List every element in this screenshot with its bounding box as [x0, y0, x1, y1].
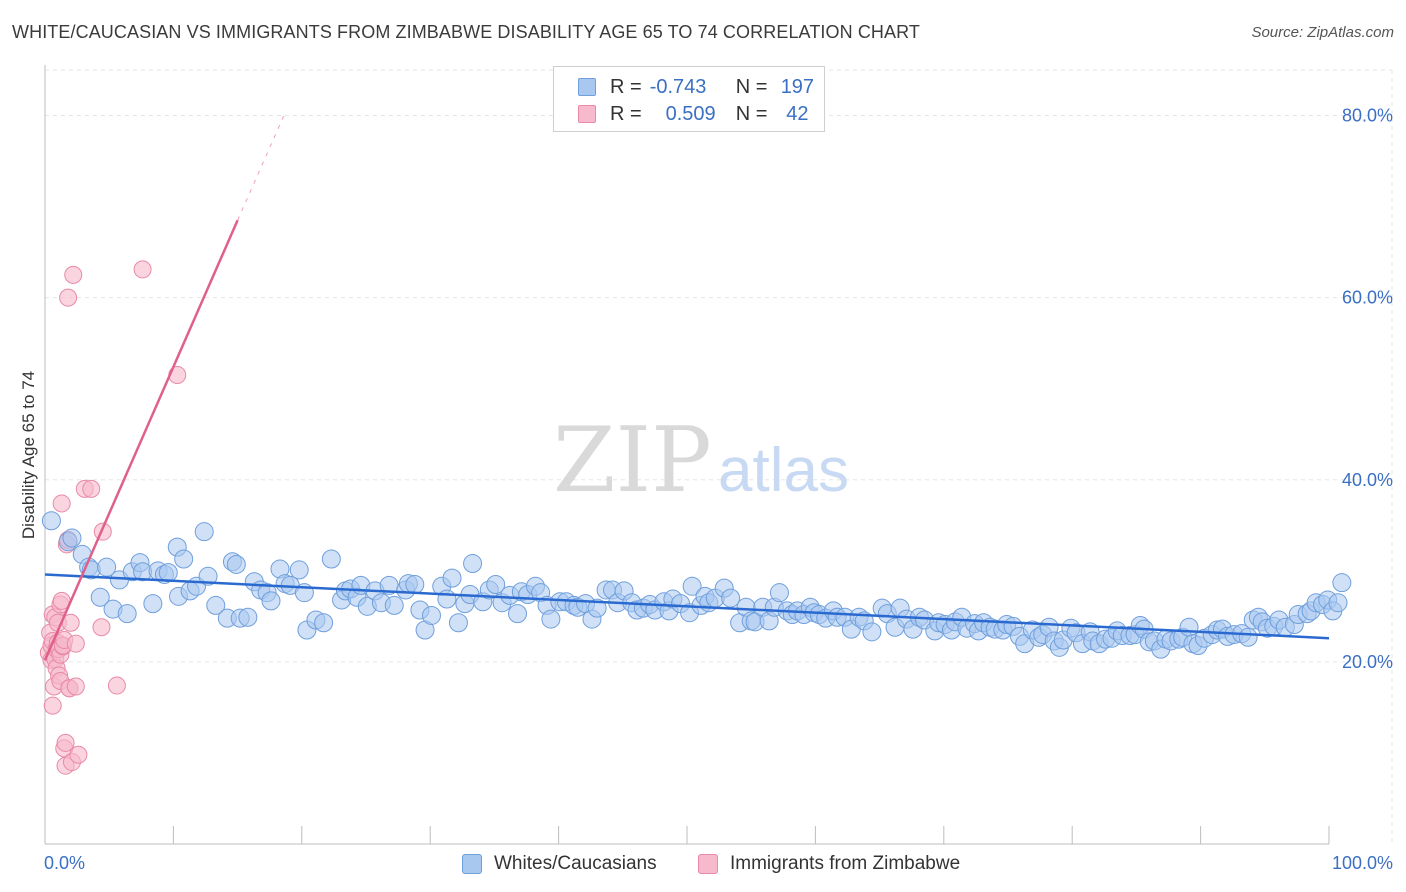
data-point-whites: [62, 528, 82, 548]
x-tick-label: 100.0%: [1332, 853, 1393, 873]
bottom-legend-swatch-zimbabwe: [698, 854, 718, 874]
data-point-whites: [384, 595, 404, 615]
bottom-legend-label-zimbabwe: Immigrants from Zimbabwe: [730, 853, 961, 874]
data-point-whites: [421, 605, 441, 625]
y-tick-label: 80.0%: [1342, 106, 1393, 126]
data-point-zimbabwe: [82, 479, 101, 498]
data-point-whites: [238, 607, 258, 627]
data-point-whites: [1332, 573, 1352, 593]
bottom-legend-zimbabwe: Immigrants from Zimbabwe: [698, 852, 960, 876]
chart-title: WHITE/CAUCASIAN VS IMMIGRANTS FROM ZIMBA…: [12, 22, 920, 42]
gridlines: [45, 69, 1393, 844]
y-axis-title: Disability Age 65 to 74: [19, 371, 38, 539]
data-point-whites: [194, 522, 214, 542]
legend-n-label: N =: [735, 75, 768, 98]
data-point-whites: [90, 587, 110, 607]
data-point-whites: [206, 595, 226, 615]
data-point-whites: [405, 574, 425, 594]
data-point-whites: [289, 560, 309, 580]
data-point-whites: [486, 574, 506, 594]
axes: [44, 65, 1330, 845]
data-point-whites: [541, 609, 561, 629]
data-point-whites: [226, 554, 246, 574]
legend-r-label: R =: [610, 75, 642, 98]
tick-labels: 20.0% 40.0% 60.0% 80.0% 0.0% 100.0%: [44, 106, 1393, 873]
data-point-zimbabwe: [92, 618, 111, 637]
data-point-whites: [321, 549, 341, 569]
series-zimbabwe-points: [39, 260, 187, 775]
legend-n-value: 197: [780, 75, 815, 98]
data-point-zimbabwe: [43, 696, 62, 715]
y-tick-label: 60.0%: [1342, 288, 1393, 308]
data-point-zimbabwe: [66, 677, 85, 696]
data-point-zimbabwe: [69, 745, 88, 764]
data-point-whites: [143, 594, 163, 614]
bottom-legend-whites: Whites/Caucasians: [462, 852, 657, 876]
legend-swatch-zimbabwe: [578, 105, 596, 123]
watermark-atlas: atlas: [718, 436, 849, 505]
data-point-whites: [448, 613, 468, 633]
legend-row-whites: R = -0.743 N = 197: [578, 75, 819, 99]
data-point-whites: [1238, 627, 1258, 647]
trendline-zimbabwe: [43, 219, 239, 661]
bottom-legend-swatch-whites: [462, 854, 482, 874]
data-point-whites: [97, 557, 117, 577]
bottom-legend-label-whites: Whites/Caucasians: [494, 853, 657, 874]
data-point-whites: [442, 568, 462, 588]
series-whites-points: [41, 511, 1352, 659]
trendlines: [43, 112, 1330, 661]
legend-r-value: -0.743: [649, 75, 707, 98]
legend-swatch-whites: [578, 78, 596, 96]
data-point-whites: [769, 583, 789, 603]
legend-row-zimbabwe: R = 0.509 N = 42: [578, 102, 819, 126]
trendline-whites: [44, 573, 1330, 640]
y-tick-label: 40.0%: [1342, 470, 1393, 490]
legend-r-value: 0.509: [665, 102, 716, 125]
legend-n-value: 42: [786, 102, 809, 125]
data-point-whites: [117, 604, 137, 624]
data-point-whites: [174, 549, 194, 569]
data-point-whites: [508, 604, 528, 624]
data-point-whites: [1179, 617, 1199, 637]
data-point-whites: [721, 588, 741, 608]
data-point-zimbabwe: [56, 733, 75, 752]
data-point-whites: [1328, 593, 1348, 613]
data-point-whites: [862, 622, 882, 642]
trendline-zimbabwe-extension: [237, 112, 286, 221]
data-point-zimbabwe: [64, 265, 83, 284]
data-point-zimbabwe: [107, 676, 126, 695]
data-point-whites: [314, 613, 334, 633]
data-point-whites: [437, 589, 457, 609]
data-point-whites: [682, 576, 702, 596]
legend-r-label: R =: [610, 102, 642, 125]
y-tick-label: 20.0%: [1342, 652, 1393, 672]
watermark: ZIP atlas: [553, 408, 849, 513]
source-label: Source: ZipAtlas.com: [1251, 24, 1394, 41]
data-point-whites: [198, 566, 218, 586]
data-point-whites: [261, 591, 281, 611]
legend-n-label: N =: [735, 102, 768, 125]
data-point-whites: [41, 511, 61, 531]
data-point-whites: [463, 554, 483, 574]
correlation-legend: R = -0.743 N = 197 R = 0.509 N = 42: [553, 66, 825, 132]
watermark-zip: ZIP: [553, 408, 712, 513]
data-point-zimbabwe: [133, 260, 152, 279]
data-point-whites: [158, 563, 178, 583]
data-point-zimbabwe: [59, 288, 78, 307]
data-point-zimbabwe: [52, 494, 71, 513]
data-point-zimbabwe: [66, 634, 85, 653]
x-tick-label: 0.0%: [44, 853, 85, 873]
data-point-whites: [587, 598, 607, 618]
